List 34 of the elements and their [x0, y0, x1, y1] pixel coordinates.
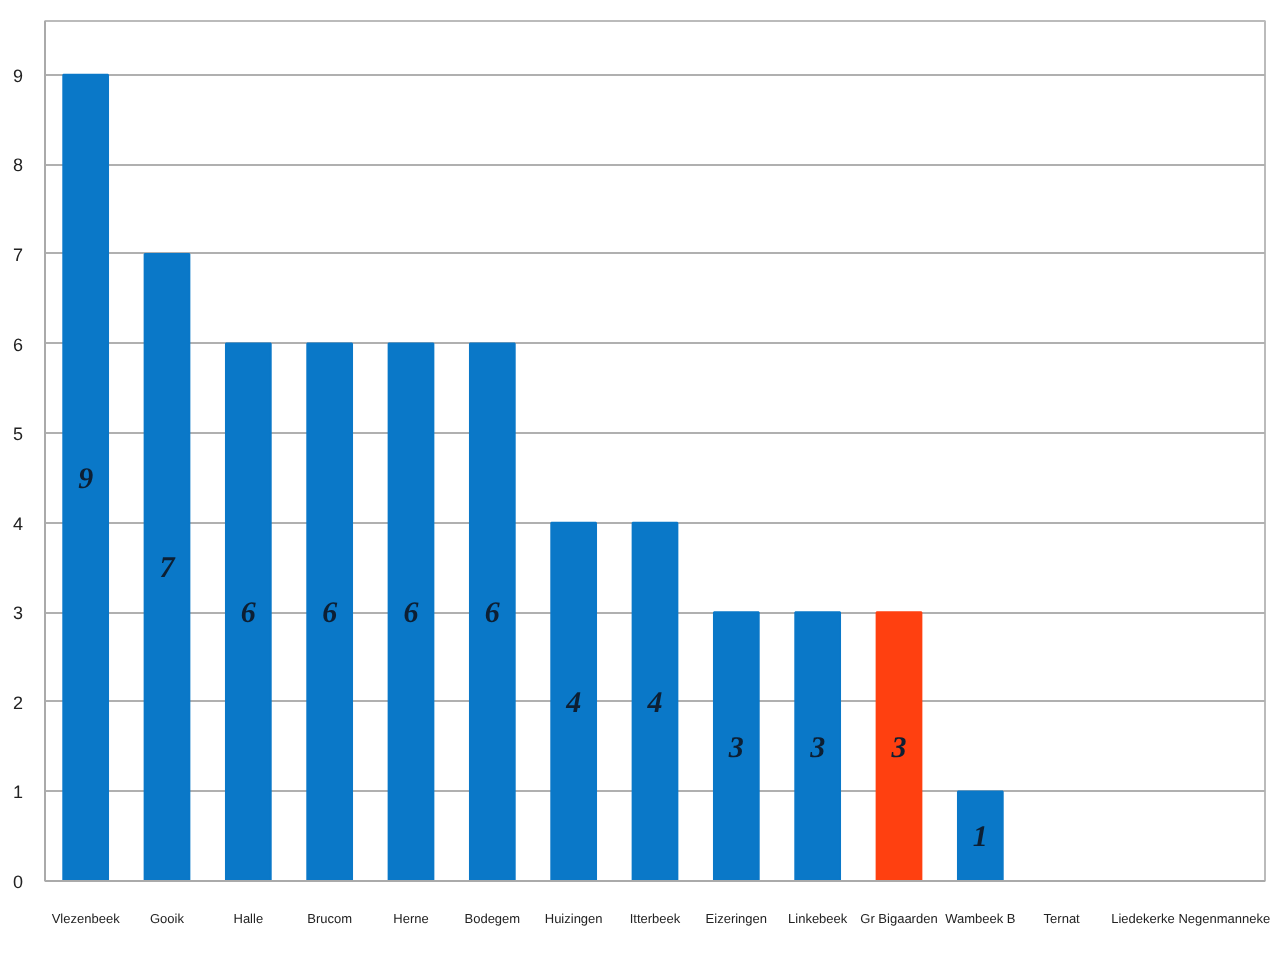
y-tick-label: 3 — [12, 603, 24, 624]
y-tick-label: 5 — [12, 424, 24, 445]
y-tick-label: 2 — [12, 692, 24, 713]
data-label: 4 — [645, 687, 664, 720]
y-tick-label: 1 — [12, 782, 24, 803]
data-label: 6 — [240, 598, 257, 631]
bar — [631, 521, 679, 881]
data-label: 7 — [159, 553, 176, 586]
bar — [306, 342, 354, 881]
bar — [143, 252, 191, 881]
bar — [550, 521, 598, 881]
y-tick-label: 9 — [12, 65, 24, 86]
data-label: 3 — [889, 732, 908, 765]
data-label: 6 — [322, 598, 339, 631]
bar — [956, 790, 1004, 881]
data-label: 1 — [972, 822, 988, 855]
bar — [712, 611, 760, 881]
y-tick-label: 7 — [12, 244, 24, 265]
data-label: 3 — [808, 732, 827, 765]
data-label: 9 — [78, 463, 95, 496]
y-tick-label: 0 — [12, 872, 24, 892]
y-tick-label: 4 — [12, 513, 24, 534]
bar — [62, 73, 110, 881]
data-label: 4 — [564, 687, 583, 720]
data-label: 6 — [403, 598, 420, 631]
bar — [387, 342, 435, 881]
bar — [875, 611, 923, 881]
bar — [468, 342, 516, 881]
bar — [794, 611, 842, 881]
y-tick-label: 8 — [12, 155, 24, 176]
bar — [224, 342, 272, 881]
data-label: 3 — [726, 732, 745, 765]
data-label: 6 — [484, 598, 501, 631]
y-tick-label: 6 — [12, 334, 24, 355]
